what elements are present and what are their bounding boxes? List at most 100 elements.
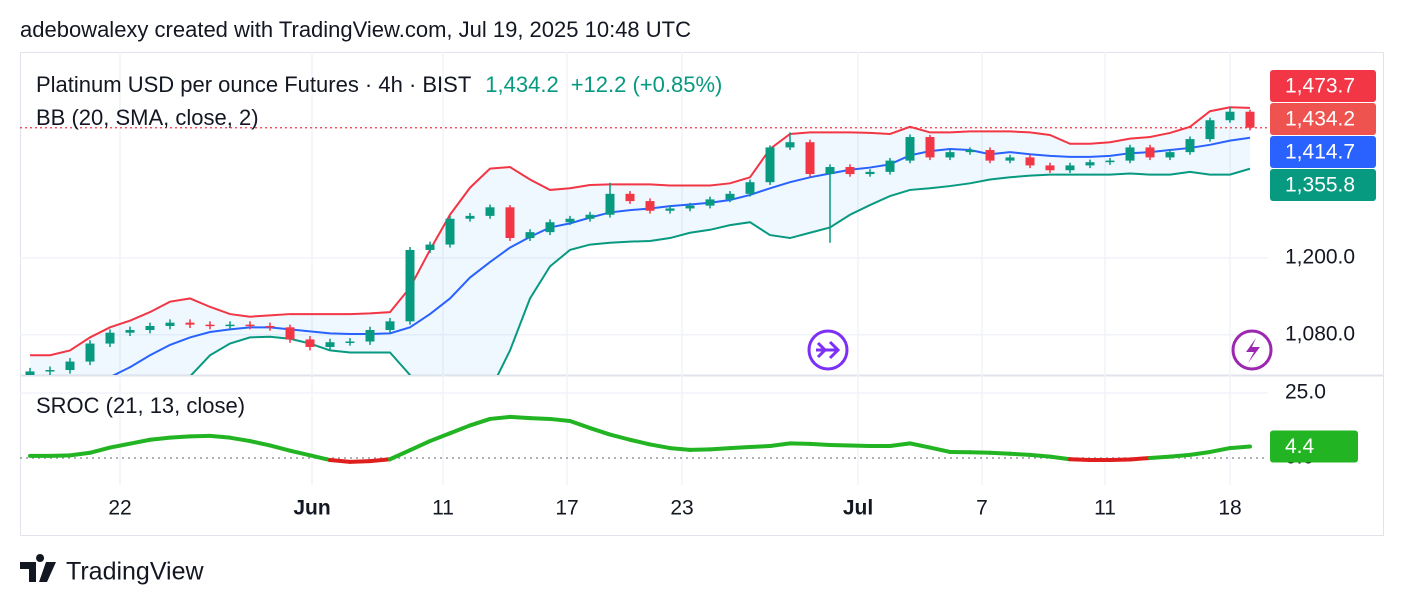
sroc-segment: [628, 437, 652, 447]
sroc-segment: [1128, 455, 1152, 462]
sroc-segment: [748, 443, 772, 450]
brand: TradingView: [66, 558, 205, 586]
candle-body: [345, 341, 355, 344]
candle-body: [1105, 160, 1115, 163]
bb-lower-line: [189, 167, 1251, 375]
candle-body: [1145, 147, 1155, 158]
candle-body: [465, 215, 475, 219]
x-tick-label: Jun: [293, 497, 330, 520]
candle-body: [545, 222, 555, 233]
candle-body: [45, 370, 55, 372]
last-price: 1,434.2: [485, 72, 558, 97]
candle-body: [165, 322, 175, 326]
price-marker-label: 1,414.7: [1285, 141, 1355, 164]
sroc-segment: [668, 446, 692, 452]
candle-body: [925, 137, 935, 158]
sroc-segment: [1108, 457, 1132, 463]
sroc-segment: [928, 445, 952, 454]
candle-body: [805, 142, 815, 175]
sroc-segment: [808, 441, 832, 447]
legend: Platinum USD per ounce Futures · 4h · BI…: [36, 72, 722, 97]
sroc-segment: [148, 435, 172, 442]
candle-body: [85, 343, 95, 362]
chart-frame: [20, 52, 1384, 536]
price-marker-label: 1,434.2: [1285, 108, 1355, 131]
sroc-segment: [448, 423, 472, 436]
candle-body: [405, 249, 415, 322]
price-marker: [1270, 136, 1376, 169]
price-marker-label: 1,473.7: [1285, 75, 1355, 98]
sroc-segment: [548, 416, 572, 424]
x-tick-label: 7: [976, 497, 988, 520]
bb-basis-line: [112, 136, 1251, 375]
sroc-segment: [68, 450, 92, 458]
sroc-segment: [588, 426, 612, 437]
brand-logo: [20, 554, 56, 582]
x-tick-label: 22: [108, 497, 131, 520]
candle-body: [185, 322, 195, 325]
candle-body: [865, 171, 875, 175]
candle-body: [485, 207, 495, 216]
candle-body: [525, 232, 535, 239]
candle-body: [145, 325, 155, 331]
sroc-segment: [728, 445, 752, 451]
candle-body: [325, 342, 335, 347]
candle-body: [745, 182, 755, 194]
sroc-segment: [888, 441, 912, 448]
candle-body: [265, 325, 275, 328]
candle-body: [105, 332, 115, 344]
sroc-segment: [528, 416, 552, 421]
sroc-segment: [88, 445, 112, 455]
price-change: +12.2 (+0.85%): [571, 72, 723, 97]
logo-shape: [20, 554, 56, 582]
sroc-segment: [288, 448, 312, 458]
sroc-segment: [988, 450, 1012, 456]
axes: 22Jun111723Jul711181,080.01,200.00.025.0…: [108, 70, 1376, 520]
x-tick-label: Jul: [843, 497, 873, 520]
y-tick-label: 1,200.0: [1285, 245, 1355, 268]
replay-icon[interactable]: [807, 329, 849, 371]
sroc-segment: [828, 442, 852, 448]
x-tick-label: 11: [432, 497, 454, 520]
sroc-segment: [308, 453, 332, 463]
sroc-segment: [1008, 451, 1032, 457]
sroc-segment: [48, 453, 72, 458]
sroc-segment: [1048, 454, 1072, 462]
candle-body: [225, 324, 235, 327]
sroc-segment: [488, 414, 512, 421]
bb-upper-line: [30, 106, 1251, 357]
sroc-segment: [848, 443, 872, 448]
sroc-segment: [408, 439, 432, 453]
sroc-segment: [1188, 449, 1212, 457]
sroc-segment: [908, 441, 932, 450]
candle-body: [585, 214, 595, 219]
candle-body: [605, 193, 615, 215]
sroc-segment: [468, 416, 492, 428]
sroc-segment: [788, 441, 812, 446]
lightning-icon[interactable]: [1231, 329, 1273, 371]
candle-body: [1085, 162, 1095, 166]
candle-body: [785, 142, 795, 148]
symbol-title: Platinum USD per ounce Futures · 4h · BI…: [36, 72, 471, 97]
icon-bolt[interactable]: [1246, 338, 1260, 363]
sroc-segment: [388, 448, 412, 462]
candle-body: [665, 208, 675, 211]
candle-body: [285, 327, 295, 340]
sroc-pane: [28, 414, 1252, 464]
sroc-marker-label: 4.4: [1285, 435, 1315, 458]
y-tick-label: 25.0: [1285, 380, 1326, 403]
candle-body: [1125, 147, 1135, 161]
sroc-segment: [968, 450, 992, 455]
candle-body: [845, 167, 855, 175]
sroc-segment: [1148, 454, 1172, 460]
sroc-segment: [648, 442, 672, 451]
candle-body: [985, 150, 995, 161]
y-tick-label: 1,080.0: [1285, 322, 1355, 345]
icon-arrow[interactable]: [816, 340, 841, 360]
candle-body: [1025, 157, 1035, 166]
price-marker: [1270, 169, 1376, 202]
indicator-legend: BB (20, SMA, close, 2): [36, 105, 259, 130]
sroc-segment: [608, 432, 632, 442]
sroc-segment: [688, 447, 712, 452]
